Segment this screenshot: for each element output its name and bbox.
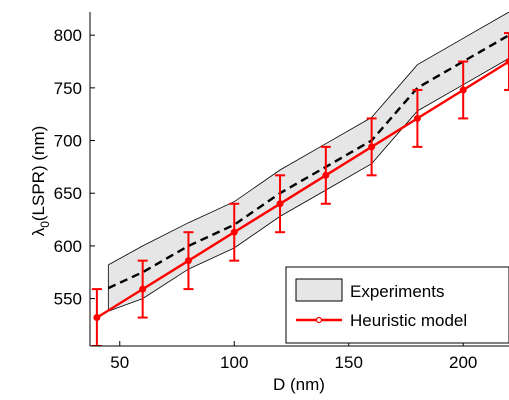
experiments-lower-edge	[108, 58, 509, 312]
experiments-band	[108, 12, 509, 312]
experiments-upper-edge	[108, 12, 509, 266]
model-point	[459, 86, 467, 94]
legend-experiments-swatch	[295, 278, 343, 302]
y-axis-label: λ0(LSPR) (nm)	[29, 126, 52, 237]
legend-model-label: Heuristic model	[350, 311, 467, 330]
model-point	[276, 200, 284, 208]
experiments-mean-line	[107, 34, 509, 290]
model-line	[96, 60, 509, 319]
x-axis-label: D (nm)	[273, 375, 325, 394]
y-ticks: 550 600 650 700 750 800	[54, 26, 95, 309]
x-tick-label: 100	[220, 353, 248, 372]
legend: Experiments Heuristic model	[285, 266, 509, 344]
model-point	[93, 314, 101, 322]
legend-box	[285, 266, 509, 344]
y-axis-label-rest: (LSPR) (nm)	[29, 126, 48, 221]
y-tick-label: 800	[54, 26, 82, 45]
model-point	[505, 58, 509, 66]
legend-model-marker	[315, 316, 323, 324]
model-point	[413, 114, 421, 122]
y-tick-label: 600	[54, 237, 82, 256]
model-point	[184, 257, 192, 265]
model-point	[322, 171, 330, 179]
x-ticks: 50 100 150 200	[110, 341, 477, 372]
y-tick-label: 650	[54, 184, 82, 203]
y-tick-label: 550	[54, 290, 82, 309]
model-markers	[93, 58, 509, 322]
x-tick-label: 200	[449, 353, 477, 372]
x-tick-label: 50	[110, 353, 129, 372]
plot-area	[91, 12, 509, 346]
model-point	[139, 285, 147, 293]
legend-experiments-label: Experiments	[350, 282, 444, 301]
y-axis-label-subscript: 0	[38, 221, 52, 228]
x-tick-label: 150	[335, 353, 363, 372]
y-tick-label: 750	[54, 79, 82, 98]
model-point	[230, 228, 238, 236]
model-point	[368, 143, 376, 151]
y-tick-label: 700	[54, 132, 82, 151]
y-axis-label-symbol: λ	[29, 227, 48, 236]
